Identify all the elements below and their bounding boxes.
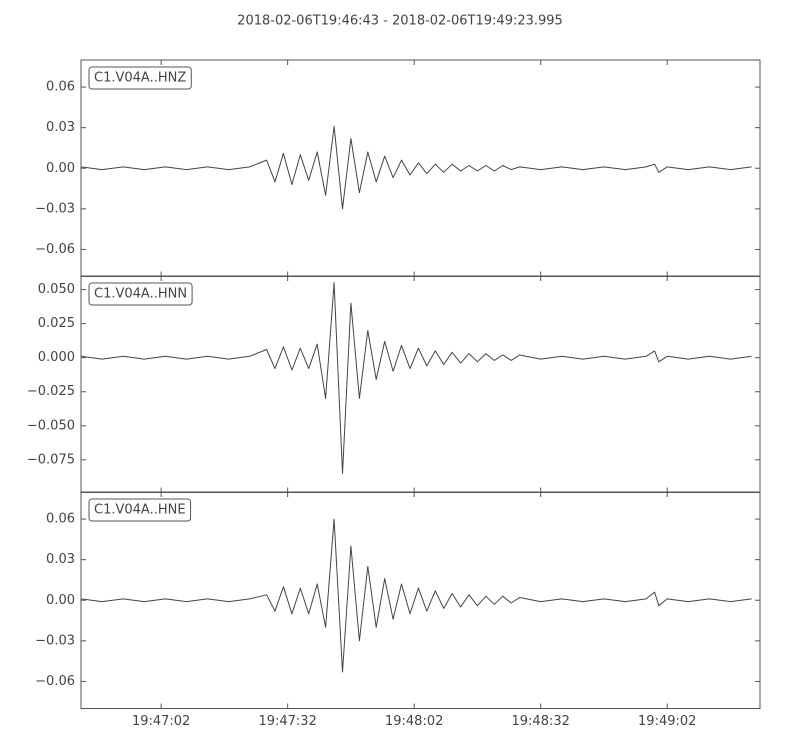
y-tick-label: 0.03 — [46, 552, 75, 567]
panel-frame — [80, 491, 761, 709]
y-tick-label: −0.03 — [35, 633, 75, 648]
panel-frame — [80, 59, 761, 277]
y-tick-label: 0.03 — [46, 120, 75, 135]
trace-label: C1.V04A..HNE — [94, 503, 186, 518]
x-tick-label: 19:47:02 — [132, 714, 190, 729]
x-tick-label: 19:48:02 — [385, 714, 443, 729]
y-tick-label: −0.025 — [27, 384, 75, 399]
trace-label: C1.V04A..HNN — [94, 287, 187, 302]
x-tick-label: 19:49:02 — [638, 714, 696, 729]
y-tick-label: −0.050 — [27, 418, 75, 433]
y-tick-label: −0.03 — [35, 201, 75, 216]
trace-label: C1.V04A..HNZ — [94, 71, 186, 86]
y-tick-label: −0.06 — [35, 242, 75, 257]
panel-frame — [80, 275, 761, 493]
waveform — [80, 518, 752, 673]
waveform — [80, 125, 752, 210]
y-tick-label: −0.06 — [35, 674, 75, 689]
trace-label-box — [88, 282, 193, 306]
y-tick-label: 0.06 — [46, 512, 75, 527]
trace-label-box — [88, 66, 192, 90]
x-tick-label: 19:47:32 — [258, 714, 316, 729]
trace-label-box — [88, 498, 192, 522]
y-tick-label: 0.050 — [38, 282, 75, 297]
waveform — [80, 282, 752, 474]
y-tick-label: 0.06 — [46, 80, 75, 95]
y-tick-label: 0.000 — [38, 350, 75, 365]
y-tick-label: 0.025 — [38, 316, 75, 331]
x-tick-label: 19:48:32 — [512, 714, 570, 729]
y-tick-label: −0.075 — [27, 452, 75, 467]
y-tick-label: 0.00 — [46, 161, 75, 176]
chart-title: 2018-02-06T19:46:43 - 2018-02-06T19:49:2… — [237, 14, 563, 29]
y-tick-label: 0.00 — [46, 593, 75, 608]
